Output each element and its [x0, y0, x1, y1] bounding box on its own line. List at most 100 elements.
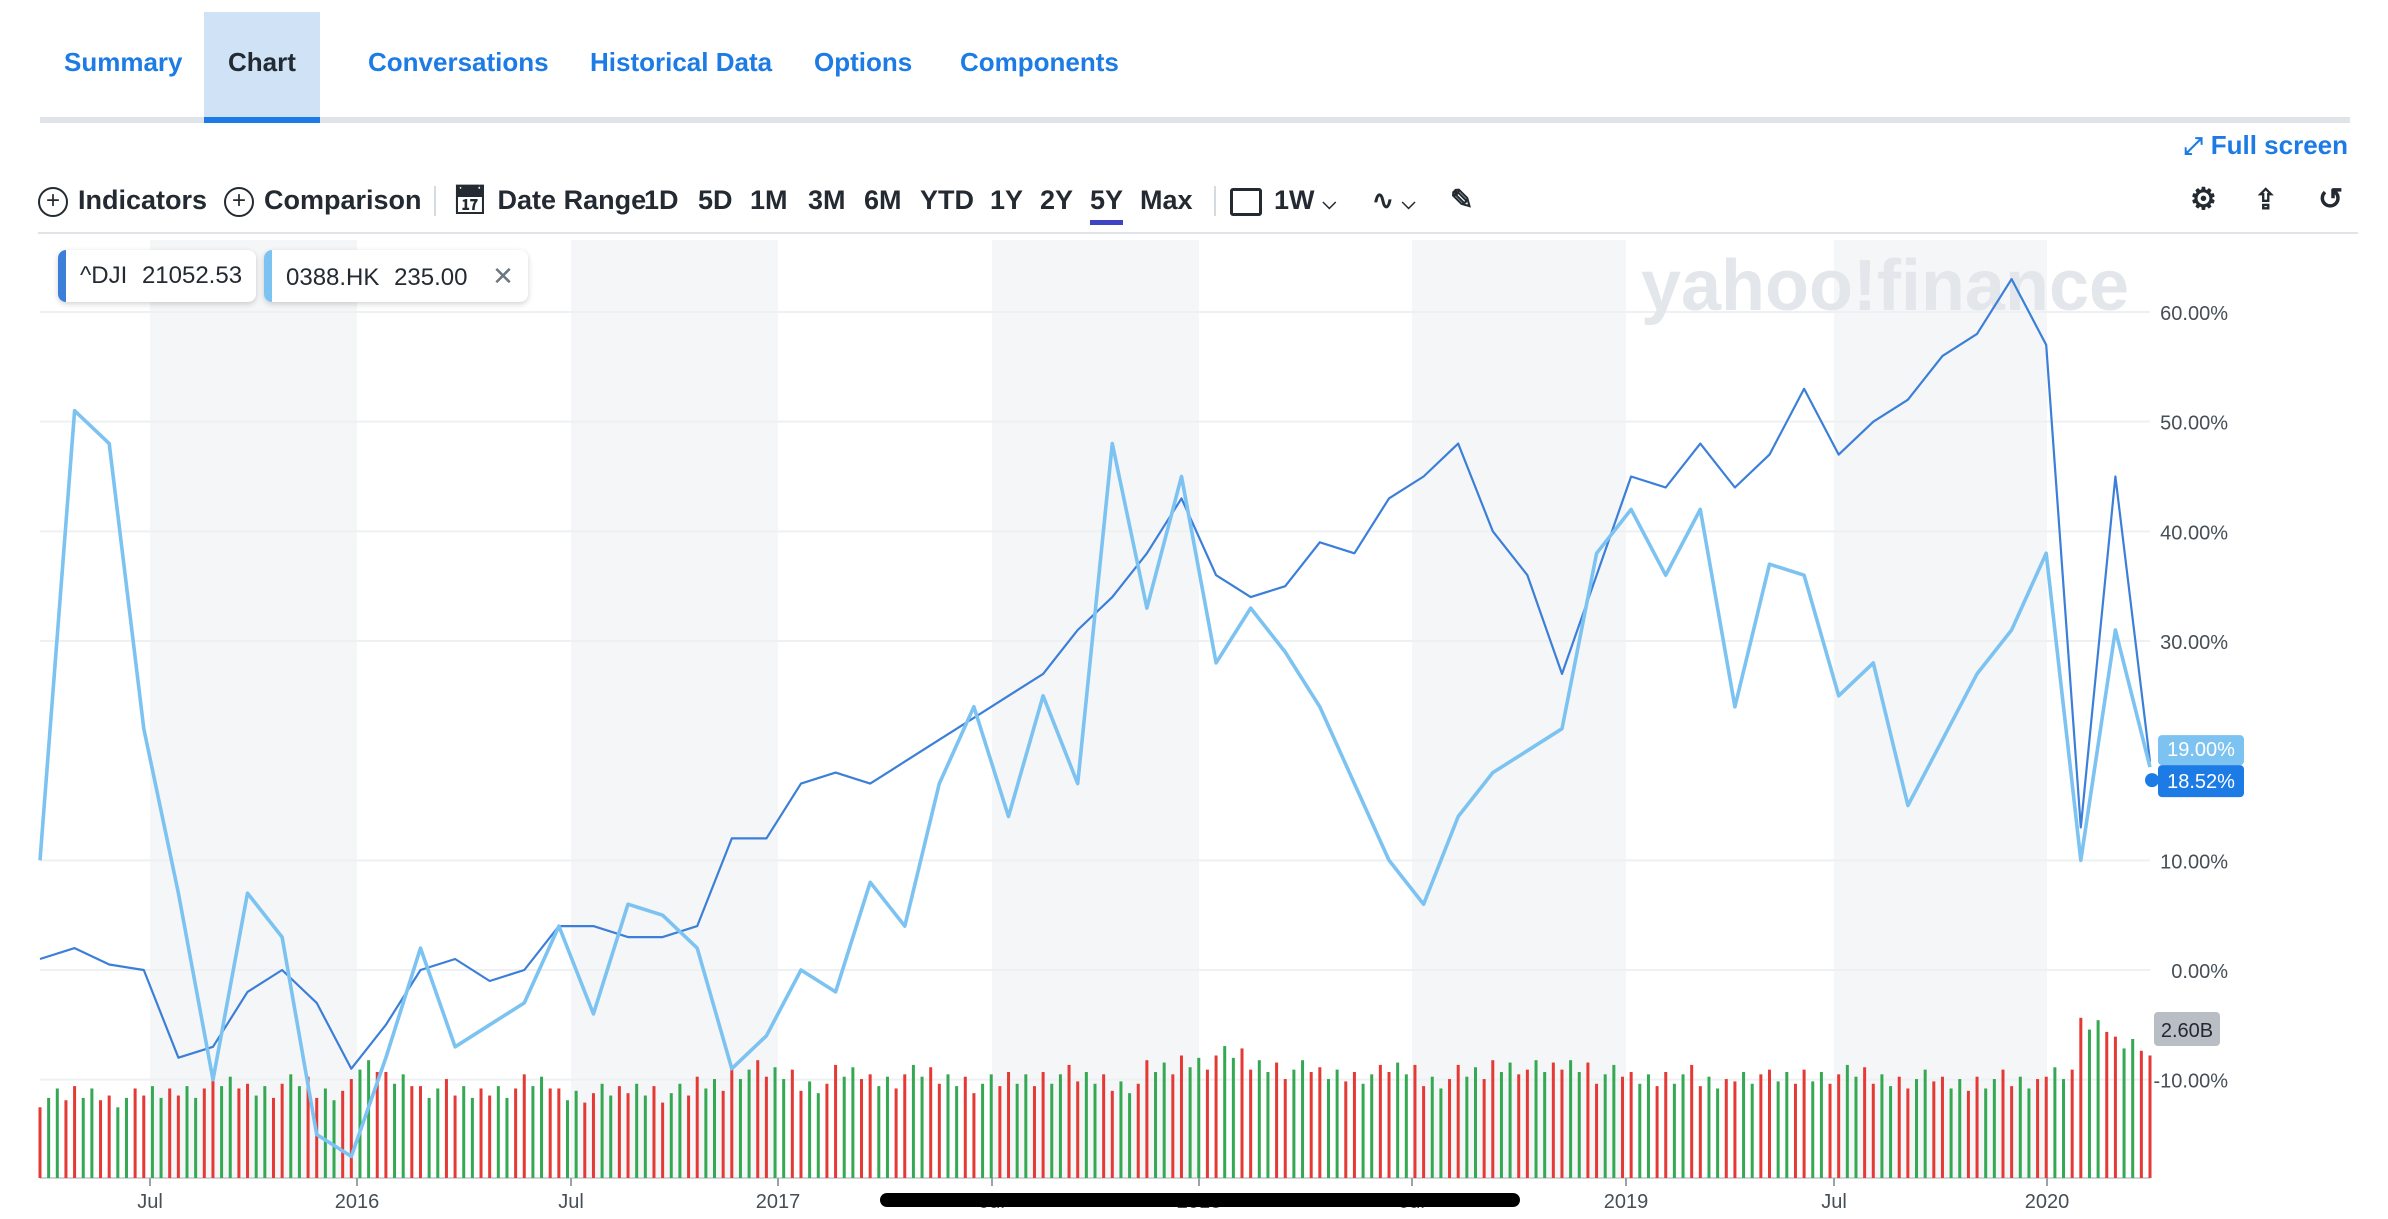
series-line-0388hk: [38, 408, 2152, 1159]
volume-bar: [1534, 1060, 1538, 1178]
volume-bar: [38, 1107, 42, 1178]
legend-dji[interactable]: ^DJI 21052.53: [58, 250, 257, 302]
volume-bar: [1569, 1060, 1573, 1178]
range-3m[interactable]: 3M: [808, 185, 846, 215]
volume-bar: [1975, 1076, 1979, 1178]
volume-bar: [263, 1086, 267, 1178]
range-1y[interactable]: 1Y: [990, 185, 1024, 215]
volume-bar: [1448, 1079, 1452, 1178]
x-tick-label: 2019: [1604, 1191, 1649, 1213]
volume-bar: [773, 1067, 777, 1178]
volume-bar: [1275, 1062, 1279, 1178]
volume-bar: [1759, 1074, 1763, 1178]
volume-bar: [1785, 1071, 1789, 1178]
range-max[interactable]: Max: [1140, 185, 1193, 215]
volume-bar: [929, 1067, 933, 1178]
volume-bar: [1058, 1074, 1062, 1178]
range-1d[interactable]: 1D: [644, 185, 679, 215]
draw-tool-button[interactable]: ✎: [1450, 180, 1473, 220]
range-5d[interactable]: 5D: [698, 185, 733, 215]
volume-bar: [557, 1088, 561, 1178]
volume-bar: [721, 1090, 725, 1178]
expand-icon: ⤢: [2183, 133, 2203, 160]
volume-bar: [1110, 1090, 1114, 1178]
volume-bar: [1742, 1071, 1746, 1178]
volume-bar: [159, 1097, 163, 1178]
reset-button[interactable]: ↺: [2318, 180, 2343, 220]
volume-bar: [1915, 1079, 1919, 1178]
tab-conversations[interactable]: Conversations: [368, 47, 549, 77]
x-tick-label: 2016: [335, 1191, 380, 1213]
range-1m[interactable]: 1M: [750, 185, 788, 215]
date-range-button[interactable]: 📅︎ Date Range: [452, 180, 646, 220]
tab-chart[interactable]: Chart: [204, 12, 320, 123]
range-ytd[interactable]: YTD: [920, 185, 974, 215]
volume-bar: [1456, 1064, 1460, 1178]
volume-bar: [254, 1095, 258, 1178]
legend-value: 235.00: [394, 264, 468, 291]
volume-bar: [1992, 1079, 1996, 1178]
volume-bar: [600, 1083, 604, 1178]
volume-bar: [436, 1088, 440, 1178]
volume-bar: [462, 1086, 466, 1178]
range-5y[interactable]: 5Y: [1090, 180, 1124, 225]
volume-bar: [1819, 1071, 1823, 1178]
legend-0388hk[interactable]: 0388.HK 235.00 ✕: [264, 250, 528, 302]
volume-bar: [1828, 1083, 1832, 1178]
chart-type-select[interactable]: ∿ ⌵: [1372, 180, 1415, 223]
volume-bar: [955, 1086, 959, 1178]
volume-bar: [540, 1076, 544, 1178]
volume-bar: [1897, 1076, 1901, 1178]
volume-bar: [289, 1074, 293, 1178]
volume-bar: [963, 1076, 967, 1178]
volume-bar: [47, 1097, 51, 1178]
volume-bar: [2139, 1050, 2143, 1178]
volume-bar: [1093, 1083, 1097, 1178]
settings-button[interactable]: ⚙: [2190, 180, 2217, 220]
remove-comparison-icon[interactable]: ✕: [492, 261, 514, 291]
range-6m[interactable]: 6M: [864, 185, 902, 215]
volume-bar: [1499, 1071, 1503, 1178]
volume-bar: [1491, 1060, 1495, 1178]
volume-bar: [1188, 1067, 1192, 1178]
volume-bar: [1309, 1071, 1313, 1178]
volume-bar: [1707, 1076, 1711, 1178]
interval-select[interactable]: 1W ⌵: [1230, 180, 1336, 223]
tab-summary[interactable]: Summary: [64, 47, 183, 77]
range-2y[interactable]: 2Y: [1040, 185, 1074, 215]
volume-bar: [401, 1074, 405, 1178]
date-range-label: Date Range: [497, 185, 647, 215]
volume-bar: [514, 1088, 518, 1178]
plus-icon: +: [38, 186, 68, 217]
volume-bar: [1430, 1076, 1434, 1178]
volume-bar: [1603, 1074, 1607, 1178]
tab-components[interactable]: Components: [960, 47, 1119, 77]
volume-bar: [470, 1097, 474, 1178]
share-icon: ⇪: [2254, 184, 2278, 215]
volume-bar: [1301, 1060, 1305, 1178]
candle-icon: [1230, 187, 1262, 216]
volume-bar: [228, 1076, 232, 1178]
share-button[interactable]: ⇪: [2254, 180, 2277, 220]
volume-bar: [1768, 1069, 1772, 1178]
volume-bar: [885, 1076, 889, 1178]
tab-options[interactable]: Options: [814, 47, 913, 77]
tab-bar: Summary Chart Conversations Historical D…: [40, 12, 2350, 123]
fullscreen-button[interactable]: ⤢ Full screen: [2184, 130, 2348, 161]
volume-bar: [2001, 1069, 2005, 1178]
volume-bar: [1240, 1048, 1244, 1178]
volume-bar: [488, 1095, 492, 1178]
y-tick-label: 40.00%: [2160, 522, 2228, 544]
indicators-button[interactable]: + Indicators: [38, 180, 207, 220]
volume-bar: [81, 1097, 85, 1178]
volume-bar: [1473, 1067, 1477, 1178]
tab-historical-data[interactable]: Historical Data: [590, 47, 773, 77]
volume-bar: [1949, 1088, 1953, 1178]
comparison-button[interactable]: + Comparison: [224, 180, 422, 220]
volume-bar: [116, 1107, 120, 1178]
volume-bar: [2027, 1088, 2031, 1178]
volume-bar: [2070, 1069, 2074, 1178]
volume-bar: [1344, 1081, 1348, 1178]
volume-bar: [1543, 1071, 1547, 1178]
